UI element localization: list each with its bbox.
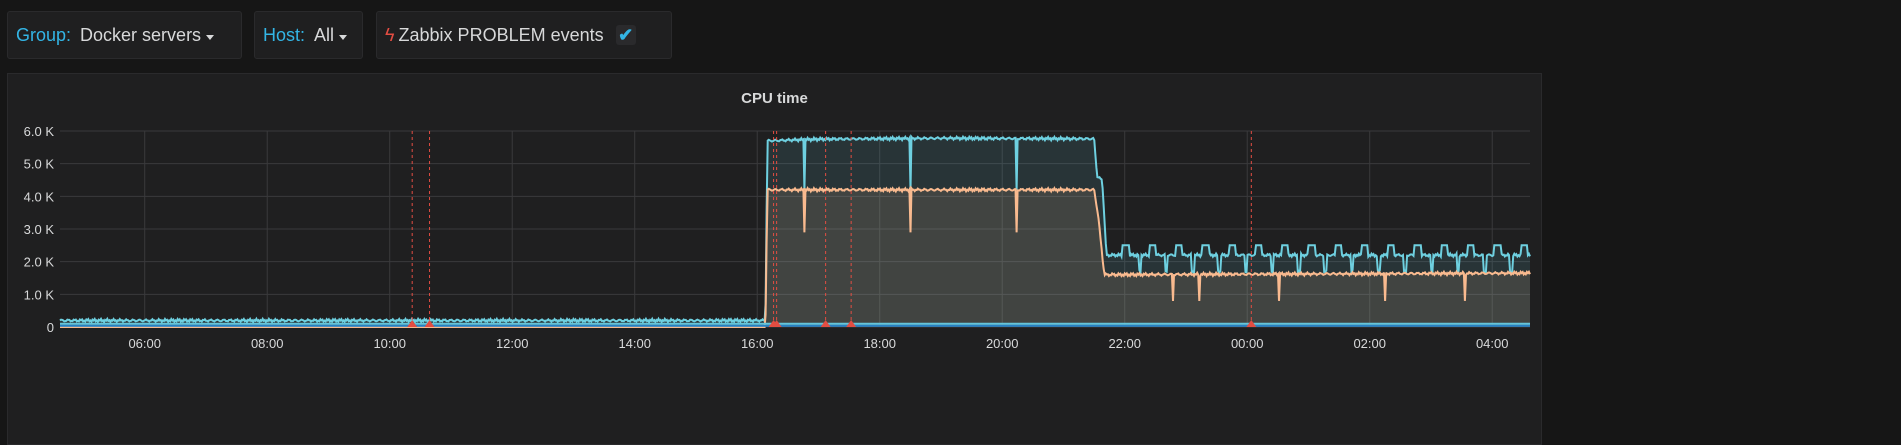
annotation-marker: [407, 320, 418, 327]
x-tick-label: 10:00: [373, 336, 406, 351]
caret-down-icon[interactable]: [339, 34, 348, 40]
x-tick-label: 06:00: [128, 336, 161, 351]
cpu-time-panel: CPU time: [7, 73, 1542, 445]
annotation-marker: [424, 320, 435, 327]
x-tick-label: 14:00: [618, 336, 651, 351]
annotation-checkbox[interactable]: ✔: [615, 25, 636, 45]
host-variable[interactable]: Host: All: [254, 11, 363, 59]
x-tick-label: 00:00: [1231, 336, 1264, 351]
series-area: [60, 188, 1530, 327]
x-tick-label: 22:00: [1108, 336, 1141, 351]
y-tick-label: 1.0 K: [24, 287, 55, 302]
group-variable[interactable]: Group: Docker servers: [7, 11, 242, 59]
x-tick-label: 04:00: [1476, 336, 1509, 351]
y-tick-label: 0: [47, 320, 54, 335]
caret-down-icon[interactable]: [206, 34, 215, 40]
annotation-marker: [846, 320, 857, 327]
x-tick-label: 08:00: [251, 336, 284, 351]
x-tick-label: 02:00: [1353, 336, 1386, 351]
series-line: [60, 185, 1531, 328]
annotation-marker: [771, 320, 782, 327]
annotation-label: Zabbix PROBLEM events: [398, 24, 604, 45]
series-line: [59, 134, 1531, 325]
panel-title[interactable]: CPU time: [741, 90, 808, 107]
x-tick-label: 20:00: [986, 336, 1019, 351]
host-value[interactable]: All: [314, 24, 335, 45]
y-tick-label: 6.0 K: [24, 124, 55, 139]
host-label: Host:: [263, 24, 306, 45]
y-tick-label: 4.0 K: [24, 189, 55, 204]
group-label: Group:: [16, 24, 72, 45]
y-tick-label: 3.0 K: [24, 222, 55, 237]
annotation-toggle[interactable]: ϟ Zabbix PROBLEM events ✔: [376, 11, 672, 59]
cpu-time-chart: 0 1.0 K 2.0 K 3.0 K 4.0 K 5.0 K 6.0 K 06:00 08:0…: [24, 124, 1531, 351]
x-tick-label: 18:00: [863, 336, 896, 351]
y-tick-label: 2.0 K: [24, 255, 55, 270]
group-value[interactable]: Docker servers: [80, 24, 202, 45]
bolt-icon: ϟ: [385, 24, 395, 45]
x-tick-label: 12:00: [496, 336, 529, 351]
annotation-marker: [1246, 320, 1257, 327]
annotation-marker: [820, 320, 831, 327]
series-area: [60, 136, 1530, 327]
x-tick-label: 16:00: [741, 336, 774, 351]
y-tick-label: 5.0 K: [24, 157, 55, 172]
